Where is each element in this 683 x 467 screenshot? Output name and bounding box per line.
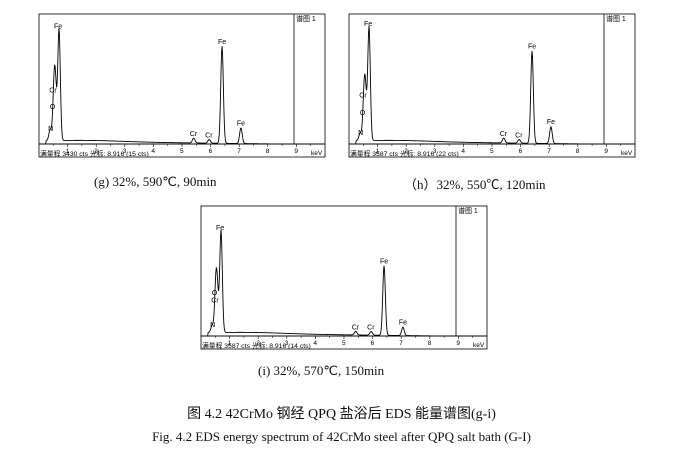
x-tick-label-4: 4 (461, 148, 465, 155)
peak-label-fe-6: Fe (380, 258, 388, 265)
x-tick-label-7: 7 (547, 148, 551, 155)
x-tick-label-5: 5 (180, 148, 184, 155)
caption-h: （h）32%, 550℃, 120min (404, 177, 546, 192)
x-tick-label-9: 9 (604, 148, 608, 155)
figure-title-cn: 图 4.2 42CrMo 钢经 QPQ 盐浴后 EDS 能量谱图(g-i) (187, 407, 496, 422)
x-tick-label-8: 8 (266, 148, 270, 155)
peak-label-o-1: O (50, 104, 56, 111)
caption-g: (g) 32%, 590℃, 90min (94, 174, 217, 189)
info-text: 满量程 3587 cts 光标: 8.916 (22 cts) (350, 149, 459, 158)
x-tick-label-6: 6 (209, 148, 213, 155)
x-tick-label-3: 3 (123, 148, 127, 155)
chart-panel-h: 谱图 1 N O Cr Fe Cr Cr Fe Fe 1 2 3 4 5 6 7 8 9 keV 满量程 3587 c… (348, 13, 638, 168)
x-unit-label: keV (311, 150, 323, 157)
peak-label-n-0: N (210, 322, 215, 329)
x-tick-label-6: 6 (519, 148, 523, 155)
x-tick-label-7: 7 (237, 148, 241, 155)
peak-label-fe-3: Fe (54, 23, 62, 30)
x-tick-label-8: 8 (428, 340, 432, 347)
chart-panel-i: 谱图 1 N O Cr Fe Cr Cr Fe Fe 1 2 3 4 5 6 7 8 9 keV 满量程 3587 c… (200, 205, 490, 360)
x-tick-label-7: 7 (399, 340, 403, 347)
peak-label-cr-5: Cr (205, 132, 213, 139)
x-tick-label-5: 5 (490, 148, 494, 155)
figure-title-en: Fig. 4.2 EDS energy spectrum of 42CrMo s… (152, 429, 531, 444)
peak-label-cr-4: Cr (190, 131, 198, 138)
x-tick-label-2: 2 (404, 148, 408, 155)
peak-label-fe-6: Fe (218, 39, 226, 46)
peak-label-cr-5: Cr (367, 324, 375, 331)
eds-chart-g: 谱图 1 N O Cr Fe Cr Cr Fe Fe 1 2 3 4 5 6 7 8 9 keV 满量程 3430 c… (38, 13, 326, 158)
peak-label-fe-3: Fe (216, 225, 224, 232)
peak-label-fe-7: Fe (547, 119, 555, 126)
chart-panel-g: 谱图 1 N O Cr Fe Cr Cr Fe Fe 1 2 3 4 5 6 7 8 9 keV 满量程 3430 c… (38, 13, 328, 168)
peak-label-o-1: O (360, 110, 366, 117)
spectrum-line (39, 28, 325, 145)
caption-i: (i) 32%, 570℃, 150min (258, 363, 385, 378)
peak-label-cr-2: Cr (211, 298, 219, 305)
peak-label-fe-7: Fe (237, 120, 245, 127)
legend-label: 谱图 1 (458, 206, 478, 215)
peak-label-cr-4: Cr (500, 131, 508, 138)
x-tick-label-3: 3 (433, 148, 437, 155)
eds-chart-h: 谱图 1 N O Cr Fe Cr Cr Fe Fe 1 2 3 4 5 6 7 8 9 keV 满量程 3587 c… (348, 13, 636, 158)
plot-frame (348, 13, 636, 145)
peak-label-cr-2: Cr (49, 88, 57, 95)
peak-label-cr-2: Cr (359, 92, 367, 99)
peak-label-fe-7: Fe (399, 320, 407, 327)
peak-label-o-1: O (212, 290, 218, 297)
peak-label-cr-4: Cr (352, 324, 360, 331)
x-tick-label-5: 5 (342, 340, 346, 347)
x-tick-label-6: 6 (371, 340, 375, 347)
x-tick-label-4: 4 (313, 340, 317, 347)
x-tick-label-4: 4 (151, 148, 155, 155)
x-tick-label-2: 2 (256, 340, 260, 347)
peak-label-cr-5: Cr (515, 132, 523, 139)
x-unit-label: keV (473, 342, 485, 349)
peak-label-n-0: N (48, 126, 53, 133)
spectrum-line (201, 229, 487, 337)
legend-label: 谱图 1 (606, 14, 626, 23)
legend-label: 谱图 1 (296, 14, 316, 23)
spectrum-line (349, 25, 635, 145)
peak-label-fe-3: Fe (364, 21, 372, 28)
x-unit-label: keV (621, 150, 633, 157)
x-tick-label-8: 8 (576, 148, 580, 155)
plot-frame (38, 13, 326, 145)
x-tick-label-1: 1 (376, 148, 380, 155)
x-tick-label-1: 1 (66, 148, 70, 155)
plot-frame (200, 205, 488, 337)
peak-label-n-0: N (358, 130, 363, 137)
info-text: 满量程 3430 cts 光标: 8.916 (15 cts) (40, 149, 149, 158)
x-tick-label-2: 2 (94, 148, 98, 155)
x-tick-label-1: 1 (228, 340, 232, 347)
info-text: 满量程 3587 cts 光标: 8.916 (14 cts) (202, 341, 311, 350)
peak-label-fe-6: Fe (528, 44, 536, 51)
x-tick-label-3: 3 (285, 340, 289, 347)
x-tick-label-9: 9 (456, 340, 460, 347)
x-tick-label-9: 9 (294, 148, 298, 155)
